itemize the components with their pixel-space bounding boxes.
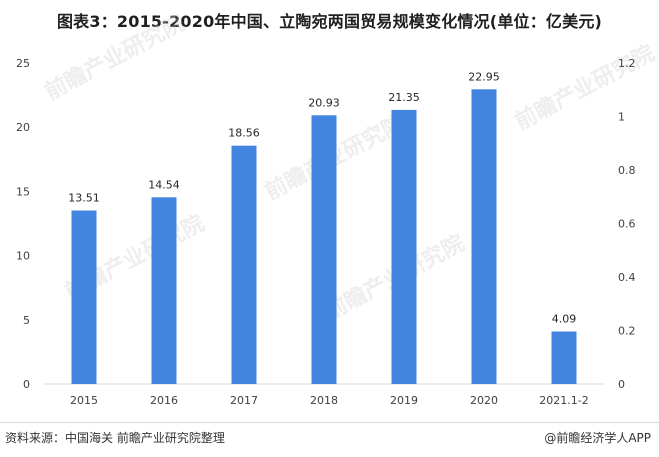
footer-divider bbox=[0, 422, 659, 423]
y-tick-label: 5 bbox=[23, 314, 30, 327]
x-tick-label: 2019 bbox=[390, 394, 418, 407]
bar bbox=[471, 89, 497, 385]
x-tick-label: 2017 bbox=[230, 394, 258, 407]
y2-tick-label: 0.4 bbox=[618, 271, 636, 284]
x-tick-label: 2021.1-2 bbox=[539, 394, 588, 407]
y2-tick-label: 0.6 bbox=[618, 218, 636, 231]
data-label: 4.09 bbox=[552, 313, 577, 326]
data-label: 21.35 bbox=[388, 91, 420, 104]
data-label: 22.95 bbox=[468, 70, 500, 83]
data-label: 18.56 bbox=[228, 127, 260, 140]
y-tick-label: 15 bbox=[16, 185, 30, 198]
source-note: 资料来源：中国海关 前瞻产业研究院整理 bbox=[5, 431, 225, 445]
chart-title: 图表3：2015-2020年中国、立陶宛两国贸易规模变化情况(单位：亿美元) bbox=[56, 12, 603, 31]
bar bbox=[151, 197, 177, 384]
y2-tick-label: 0.8 bbox=[618, 164, 636, 177]
y2-tick-label: 1 bbox=[618, 111, 625, 124]
y2-tick-label: 1.2 bbox=[618, 57, 636, 70]
y-tick-label: 20 bbox=[16, 121, 30, 134]
bar-series bbox=[71, 89, 577, 385]
bar bbox=[231, 145, 257, 384]
y-tick-label: 25 bbox=[16, 57, 30, 70]
bar bbox=[311, 115, 337, 385]
app-brand: @前瞻经济学人APP bbox=[544, 431, 651, 445]
bar bbox=[391, 109, 417, 385]
x-tick-label: 2015 bbox=[70, 394, 98, 407]
x-tick-label: 2018 bbox=[310, 394, 338, 407]
data-labels: 13.51 14.54 18.56 20.93 21.35 22.95 4.09 bbox=[68, 70, 576, 325]
x-axis: 2015 2016 2017 2018 2019 2020 2021.1-2 bbox=[70, 394, 589, 407]
data-label: 13.51 bbox=[68, 192, 100, 205]
y2-tick-label: 0.2 bbox=[618, 325, 636, 338]
x-tick-label: 2016 bbox=[150, 394, 178, 407]
data-label: 14.54 bbox=[148, 178, 180, 191]
y-tick-label: 0 bbox=[23, 378, 30, 391]
watermark-text: 前瞻产业研究院 bbox=[41, 10, 189, 105]
bar bbox=[71, 210, 97, 384]
x-tick-label: 2020 bbox=[470, 394, 498, 407]
left-y-axis: 0 5 10 15 20 25 bbox=[16, 57, 30, 391]
right-y-axis: 0 0.2 0.4 0.6 0.8 1 1.2 bbox=[618, 57, 636, 391]
watermark-layer: 前瞻产业研究院前瞻产业研究院前瞻产业研究院前瞻产业研究院前瞻产业研究院 bbox=[41, 10, 659, 325]
y2-tick-label: 0 bbox=[618, 378, 625, 391]
data-label: 20.93 bbox=[308, 96, 340, 109]
y-tick-label: 10 bbox=[16, 250, 30, 263]
watermark-text: 前瞻产业研究院 bbox=[511, 40, 659, 135]
bar bbox=[551, 331, 577, 384]
